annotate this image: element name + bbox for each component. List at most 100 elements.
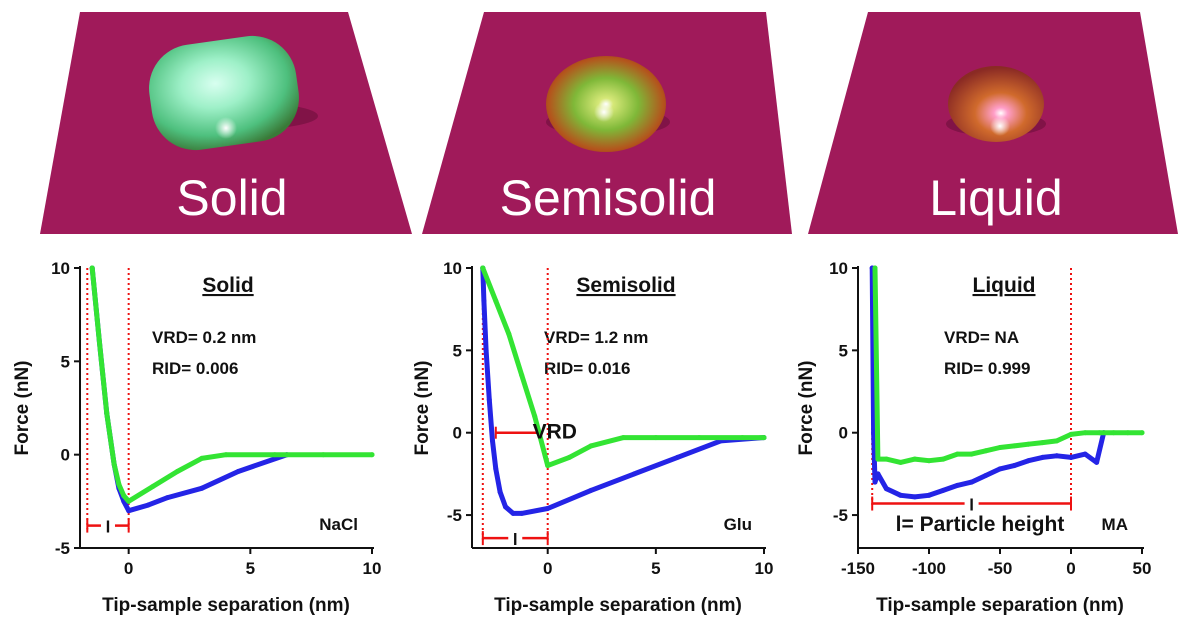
data-point-retract	[983, 448, 989, 454]
data-point-approach	[883, 486, 889, 492]
data-point-retract	[174, 469, 180, 474]
series-line-approach	[480, 265, 767, 516]
sample-label: NaCl	[319, 515, 358, 534]
x-tick-label: 50	[1133, 559, 1152, 578]
data-point-retract	[588, 443, 594, 449]
data-point-approach	[1040, 454, 1046, 460]
y-tick-label: 5	[453, 341, 462, 360]
data-point-approach	[940, 487, 946, 493]
particle-solid	[149, 35, 299, 151]
y-axis-label: Force (nN)	[796, 361, 817, 456]
data-point-retract	[761, 435, 767, 441]
x-axis-label: Tip-sample separation (nm)	[494, 595, 742, 616]
data-point-retract	[620, 435, 626, 441]
data-point-retract	[1139, 430, 1145, 436]
data-point-retract	[480, 265, 486, 271]
y-tick-label: 0	[453, 424, 462, 443]
data-point-approach	[872, 479, 878, 485]
y-tick-label: -5	[833, 506, 848, 525]
data-point-approach	[1011, 463, 1017, 469]
rendering-solid: Solid	[40, 12, 412, 234]
x-axis-label: Tip-sample separation (nm)	[876, 595, 1124, 616]
chart-title: Solid	[202, 274, 253, 297]
data-point-approach	[165, 495, 171, 501]
data-point-approach	[199, 485, 205, 491]
y-tick-label: 5	[61, 352, 70, 371]
rid-value-text: RID= 0.006	[152, 359, 238, 378]
data-point-retract	[872, 265, 878, 271]
data-point-retract	[545, 463, 551, 469]
data-point-approach	[503, 504, 508, 510]
bracket-l-label: l	[106, 518, 111, 537]
rid-value-text: RID= 0.999	[944, 359, 1030, 378]
data-point-approach	[898, 492, 904, 498]
data-point-retract	[969, 451, 975, 457]
rendering-label-liquid: Liquid	[929, 170, 1062, 226]
rendering-liquid: Liquid	[808, 12, 1178, 234]
data-point-retract	[1025, 441, 1031, 447]
sample-label: Glu	[724, 515, 752, 534]
data-point-approach	[912, 494, 918, 500]
data-point-approach	[493, 466, 499, 472]
rendering-label-solid: Solid	[176, 170, 287, 226]
data-point-approach	[486, 397, 492, 403]
data-point-approach	[545, 506, 551, 511]
data-point-retract	[1040, 440, 1046, 446]
data-point-approach	[497, 489, 503, 495]
data-point-approach	[481, 298, 487, 304]
series-line-approach	[89, 265, 290, 514]
data-point-approach	[969, 479, 975, 485]
data-point-approach	[145, 502, 151, 508]
data-point-retract	[997, 445, 1003, 450]
y-tick-label: 10	[51, 259, 70, 278]
data-point-approach	[483, 347, 489, 353]
data-point-approach	[1094, 459, 1100, 465]
data-point-approach	[875, 471, 881, 477]
particle-liquid	[948, 66, 1044, 142]
vrd-label: VRD	[533, 421, 577, 444]
data-point-approach	[675, 454, 680, 460]
data-point-retract	[506, 331, 512, 337]
particle-height-note: l= Particle height	[896, 513, 1065, 536]
x-tick-label: 0	[543, 559, 552, 578]
x-tick-label: 0	[124, 559, 133, 578]
x-tick-label: -50	[988, 559, 1013, 578]
x-tick-label: 5	[246, 559, 255, 578]
data-point-retract	[126, 498, 132, 504]
data-point-retract	[1011, 443, 1017, 449]
data-point-approach	[588, 487, 594, 493]
x-tick-label: 10	[755, 559, 774, 578]
data-point-approach	[235, 469, 241, 474]
data-point-approach	[954, 482, 960, 488]
x-tick-label: -150	[841, 559, 875, 578]
data-point-retract	[653, 435, 659, 441]
data-point-retract	[940, 456, 946, 462]
data-point-retract	[739, 435, 745, 441]
data-point-retract	[104, 411, 110, 417]
data-point-retract	[1054, 438, 1060, 444]
data-point-retract	[121, 493, 127, 499]
data-point-retract	[696, 435, 702, 441]
data-point-approach	[926, 492, 932, 498]
y-tick-label: -5	[55, 539, 70, 558]
data-point-retract	[493, 298, 499, 304]
chart-semisolid: -5 0 5 10 0 5 10 Tip-sample separation (nm) Forc…	[412, 259, 773, 616]
data-point-retract	[89, 265, 95, 271]
vrd-value-text: VRD= NA	[944, 328, 1019, 347]
data-point-approach	[871, 430, 877, 436]
data-point-retract	[1125, 430, 1131, 436]
data-point-retract	[111, 461, 117, 467]
vrd-value-text: VRD= 0.2 nm	[152, 328, 256, 347]
data-point-retract	[519, 372, 525, 378]
data-point-retract	[926, 458, 932, 464]
data-point-retract	[954, 451, 960, 457]
y-tick-label: 10	[443, 259, 462, 278]
data-point-approach	[997, 466, 1003, 472]
data-point-approach	[519, 510, 525, 516]
data-point-retract	[150, 483, 156, 489]
data-point-approach	[1025, 458, 1031, 464]
data-point-retract	[912, 456, 918, 462]
x-axis-label: Tip-sample separation (nm)	[102, 595, 350, 616]
rid-value-text: RID= 0.016	[544, 359, 630, 378]
